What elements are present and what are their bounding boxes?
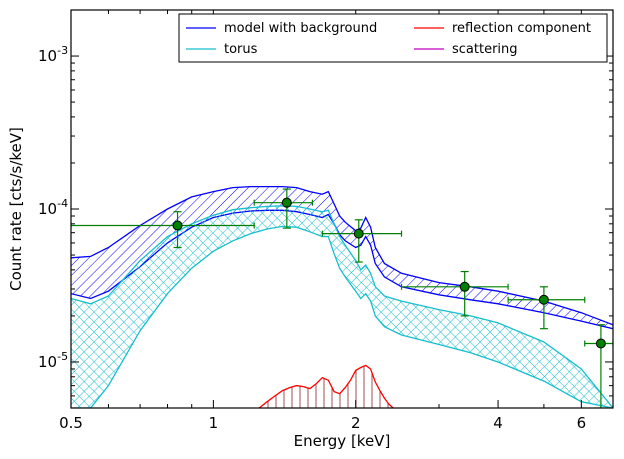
model-with-background-band-fill xyxy=(71,186,613,329)
x-tick-label-4: 6 xyxy=(577,414,587,432)
legend-entry-scattering: scattering xyxy=(452,42,518,57)
y-axis-label: Count rate [cts/s/keV] xyxy=(7,127,25,291)
torus-band-upper-line xyxy=(71,205,613,408)
legend-box xyxy=(178,13,608,63)
x-tick-label-1: 1 xyxy=(209,414,219,432)
legend-entry-torus: torus xyxy=(224,42,258,57)
legend-entry-model: model with background xyxy=(224,21,377,36)
y-tick-label-2: 10-3 xyxy=(38,44,68,65)
x-tick-label-2: 2 xyxy=(351,414,361,432)
y-tick-label-1: 10-4 xyxy=(38,197,68,218)
legend: model with background reflection compone… xyxy=(178,13,608,63)
torus-band-lower-line xyxy=(71,225,613,408)
data-point-4 xyxy=(538,294,549,305)
x-tick-label-3: 4 xyxy=(493,414,503,432)
data-point-0 xyxy=(172,220,183,231)
y-tick-label-0: 10-5 xyxy=(38,350,68,371)
model-with-background-band-upper-line xyxy=(71,185,613,326)
reflection-component-line xyxy=(258,364,394,408)
reflection-component-fill xyxy=(259,365,394,408)
data-point-1 xyxy=(281,197,292,208)
x-tick-label-0: 0.5 xyxy=(59,414,83,432)
data-point-2 xyxy=(353,228,364,239)
data-point-5 xyxy=(595,338,606,349)
x-axis-label: Energy [keV] xyxy=(294,432,391,450)
data-point-3 xyxy=(459,281,470,292)
legend-entry-reflection: reflection component xyxy=(452,21,591,36)
